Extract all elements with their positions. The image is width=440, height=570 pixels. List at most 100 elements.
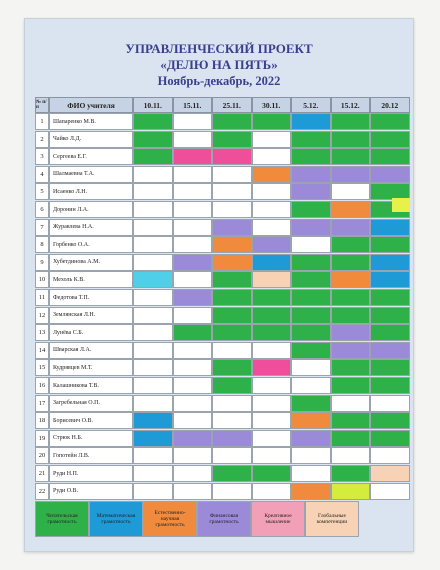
sticky-note-mark (252, 307, 290, 323)
sticky-note-mark (252, 360, 290, 376)
sticky-note-mark (331, 166, 369, 182)
date-cell (133, 236, 173, 254)
sticky-note-mark (331, 466, 369, 481)
sticky-note-mark (331, 307, 369, 323)
header-date: 10.11. (133, 97, 173, 113)
sticky-note-mark (292, 413, 330, 429)
sticky-note-mark (213, 360, 251, 376)
date-cell (212, 183, 252, 201)
date-cell (172, 236, 212, 254)
sticky-note-mark (371, 430, 409, 446)
date-cell (251, 201, 291, 218)
sticky-note-mark (252, 166, 290, 182)
sticky-note-mark (213, 466, 251, 481)
sticky-note-mark (371, 149, 409, 165)
date-cell (212, 201, 252, 218)
date-cell (212, 394, 252, 412)
date-cell (212, 447, 252, 465)
teacher-name: Журавлева Н.А. (49, 218, 133, 236)
sticky-note-mark (134, 430, 172, 446)
date-cell (133, 341, 173, 359)
sticky-note-mark (292, 483, 330, 499)
sticky-note-mark (134, 131, 172, 147)
sticky-note-mark (213, 307, 251, 323)
date-cell (251, 377, 291, 394)
date-cell (172, 447, 212, 465)
sticky-note-mark (292, 325, 330, 341)
header-fio: ФИО учителя (49, 97, 133, 113)
date-cell (291, 236, 331, 254)
teacher-name: Загребельная О.П. (49, 394, 133, 412)
sticky-note-mark (371, 272, 409, 288)
date-cell (133, 359, 173, 377)
date-cell (291, 359, 331, 377)
teacher-name: Лунёва С.Б. (49, 324, 133, 342)
sticky-note-mark (292, 395, 330, 411)
sticky-note-mark (213, 219, 251, 235)
date-cell (172, 341, 212, 359)
legend-item: Креативное мышление (251, 501, 305, 537)
sticky-note-mark (331, 413, 369, 429)
teacher-name: Доронин Л.А. (49, 201, 133, 218)
sticky-note-mark (134, 413, 172, 429)
sticky-note-mark (292, 184, 330, 200)
sticky-note-mark (213, 430, 251, 446)
sticky-note-mark (331, 290, 369, 305)
date-cell (133, 394, 173, 412)
sticky-note-mark (292, 254, 330, 270)
sticky-note-mark (292, 202, 330, 217)
sticky-note-mark (292, 290, 330, 305)
teacher-name: Кудрявцев М.Т. (49, 359, 133, 377)
sticky-note-mark (331, 237, 369, 253)
sticky-note-mark (371, 237, 409, 253)
date-cell (330, 394, 370, 412)
date-cell (251, 412, 291, 430)
row-number: 16 (35, 377, 49, 394)
row-number: 10 (35, 271, 49, 289)
date-cell (172, 271, 212, 289)
sticky-note-mark (292, 342, 330, 358)
date-cell (172, 394, 212, 412)
sticky-note-mark (173, 254, 211, 270)
date-cell (370, 482, 410, 500)
date-cell (251, 447, 291, 465)
sticky-note-mark (173, 290, 211, 305)
teacher-name: Землянская Л.Н. (49, 306, 133, 324)
row-number: 18 (35, 412, 49, 430)
header-date: 15.12. (330, 97, 370, 113)
sticky-note-mark (292, 114, 330, 129)
date-cell (172, 218, 212, 236)
date-cell (251, 482, 291, 500)
legend: Читательская грамотность Математическая г… (35, 501, 359, 537)
date-cell (251, 183, 291, 201)
sticky-note-mark (371, 307, 409, 323)
row-number: 20 (35, 447, 49, 465)
row-number: 14 (35, 341, 49, 359)
teacher-name: Мехоль К.В. (49, 271, 133, 289)
date-cell (172, 113, 212, 130)
sticky-note-mark (371, 184, 409, 200)
sticky-note-mark (331, 378, 369, 393)
sticky-note-mark (331, 325, 369, 341)
date-cell (251, 218, 291, 236)
header-num: № п/п (35, 97, 49, 113)
sticky-note-mark (292, 149, 330, 165)
header-date: 20.12 (370, 97, 410, 113)
date-cell (133, 218, 173, 236)
date-cell (172, 130, 212, 148)
date-cell (172, 165, 212, 183)
row-number: 22 (35, 482, 49, 500)
yellow-sticky-tab (392, 198, 410, 212)
date-cell (251, 341, 291, 359)
sticky-note-mark (213, 290, 251, 305)
date-cell (172, 482, 212, 500)
sticky-note-mark (213, 131, 251, 147)
sticky-note-mark (371, 219, 409, 235)
teacher-name: Гопотейн Л.В. (49, 447, 133, 465)
row-number: 1 (35, 113, 49, 130)
header-date: 30.11. (251, 97, 291, 113)
sticky-note-mark (213, 237, 251, 253)
teacher-name: Стрюк Н.Б. (49, 429, 133, 447)
sticky-note-mark (371, 378, 409, 393)
sticky-note-mark (213, 254, 251, 270)
